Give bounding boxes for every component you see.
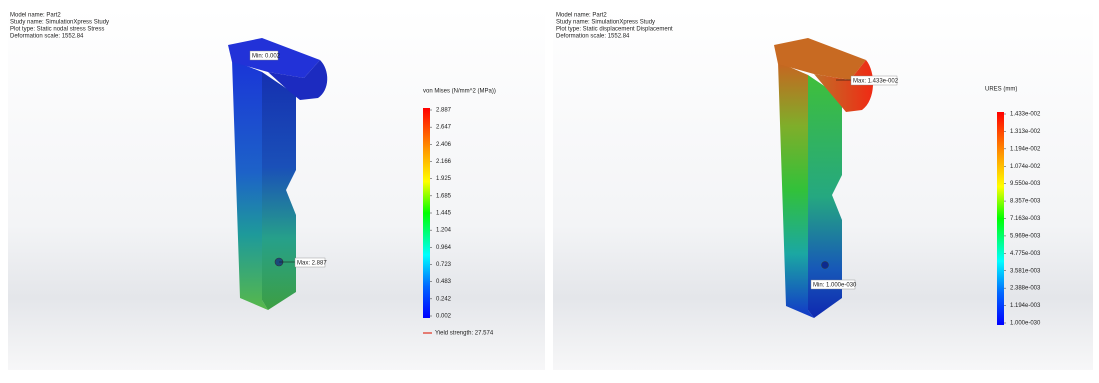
legend-label: 1.074e-002: [1010, 164, 1041, 170]
legend-label: 9.550e-003: [1010, 181, 1041, 187]
info-line: Study name: SimulationXpress Study: [10, 20, 109, 26]
info-line: Model name: Part2: [556, 13, 607, 19]
legend-label: 4.775e-003: [1010, 251, 1041, 257]
legend-label: 1.685: [436, 193, 452, 199]
screenshot: Min: 0.002 Max: 2.887 von Mises (N/mm^2 …: [0, 0, 1099, 378]
info-line: Model name: Part2: [10, 13, 61, 19]
legend-label: 5.969e-003: [1010, 233, 1041, 239]
legend-label: 1.313e-002: [1010, 129, 1041, 135]
legend-label: 0.483: [436, 279, 452, 285]
info-line: Plot type: Static nodal stress Stress: [10, 27, 104, 33]
legend-label: 3.581e-003: [1010, 268, 1041, 274]
max-label: Max: 2.887: [297, 261, 327, 267]
color-bar: [997, 112, 1004, 325]
color-bar: [423, 108, 430, 318]
legend-label: 2.406: [436, 142, 452, 148]
min-label: Min: 0.002: [252, 54, 281, 60]
hole: [822, 262, 829, 269]
info-line: Deformation scale: 1552.84: [10, 34, 84, 40]
info-line: Deformation scale: 1552.84: [556, 34, 630, 40]
legend-label: 0.964: [436, 245, 452, 251]
legend-label: 0.723: [436, 262, 452, 268]
legend-title: von Mises (N/mm^2 (MPa)): [423, 89, 496, 95]
min-label: Min: 1.000e-030: [813, 283, 857, 289]
legend-label: 2.647: [436, 125, 452, 131]
legend-label: 0.242: [436, 296, 452, 302]
info-line: Study name: SimulationXpress Study: [556, 20, 655, 26]
stress-panel: Min: 0.002 Max: 2.887 von Mises (N/mm^2 …: [8, 8, 545, 370]
legend-label: 1.204: [436, 228, 452, 234]
legend-label: 1.433e-002: [1010, 112, 1041, 118]
legend-label: 0.002: [436, 314, 452, 320]
legend-label: 1.000e-030: [1010, 321, 1041, 327]
legend-label: 1.445: [436, 211, 452, 217]
legend-label: 1.194e-002: [1010, 146, 1041, 152]
legend-label: 2.388e-003: [1010, 286, 1041, 292]
legend-label: 1.194e-003: [1010, 303, 1041, 309]
legend-label: 1.925: [436, 176, 452, 182]
legend-title: URES (mm): [985, 87, 1017, 93]
legend-label: 7.163e-003: [1010, 216, 1041, 222]
legend-label: 2.166: [436, 159, 452, 165]
max-label: Max: 1.433e-002: [853, 79, 899, 85]
yield-strength: Yield strength: 27.574: [435, 331, 494, 337]
info-line: Plot type: Static displacement Displacem…: [556, 27, 673, 33]
legend-label: 8.357e-003: [1010, 199, 1041, 205]
legend-label: 2.887: [436, 108, 452, 114]
displacement-panel: Max: 1.433e-002 Min: 1.000e-030 URES (mm…: [553, 8, 1093, 370]
